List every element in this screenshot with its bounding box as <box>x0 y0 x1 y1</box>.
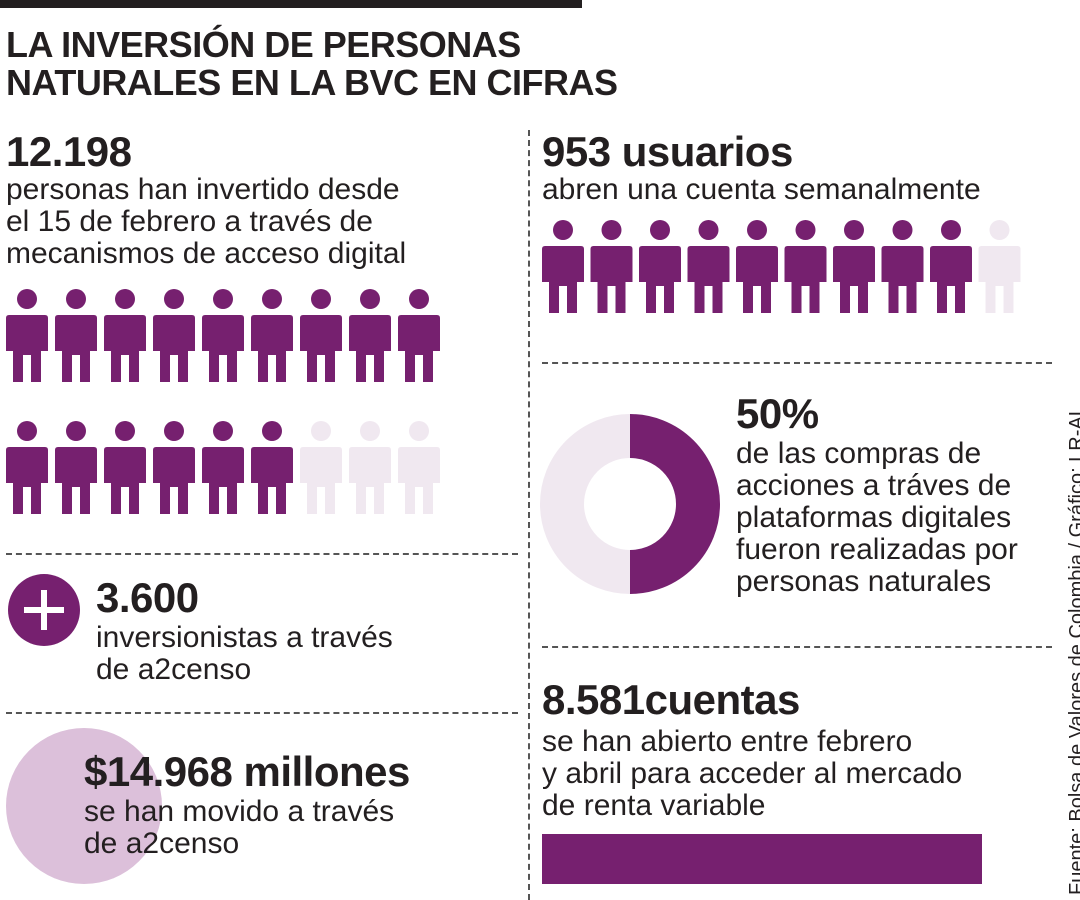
person-icon <box>833 220 875 313</box>
stat-usuarios-value: 953 usuarios <box>542 128 793 175</box>
desc-line: personas han invertido desde <box>6 173 400 206</box>
person-icon <box>784 220 827 313</box>
desc-line: se han movido a través <box>84 795 395 828</box>
stat-inversionistas-desc: inversionistas a través de a2censo <box>96 622 393 686</box>
person-icon <box>55 289 97 382</box>
person-icon <box>300 289 342 382</box>
person-icon <box>251 421 293 514</box>
person-icon <box>153 421 195 514</box>
section-divider <box>6 553 518 555</box>
person-icon <box>736 220 778 313</box>
stat-personas-value: 12.198 <box>6 128 132 175</box>
title-rule <box>0 0 582 8</box>
stat-compras-desc: de las compras de acciones a tráves de p… <box>736 438 1018 598</box>
bar-chart-cuentas <box>542 834 982 884</box>
title-line-1: LA INVERSIÓN DE PERSONAS <box>6 24 521 65</box>
desc-line: acciones a tráves de <box>736 469 1012 502</box>
donut-chart <box>540 414 720 594</box>
stat-cuentas-desc: se han abierto entre febrero y abril par… <box>542 726 962 822</box>
source-credit: Fuente: Bolsa de Valores de Colombia / G… <box>1066 405 1080 895</box>
person-icon <box>349 421 391 514</box>
person-icon <box>6 421 48 514</box>
desc-line: de a2censo <box>84 827 240 860</box>
person-icon <box>639 220 681 313</box>
person-icon <box>398 421 440 514</box>
desc-line: fueron realizadas por <box>736 533 1018 566</box>
desc-line: mecanismos de acceso digital <box>6 237 407 270</box>
person-icon <box>153 289 195 382</box>
person-icon <box>6 289 48 382</box>
section-divider <box>6 712 518 714</box>
desc-line: de a2censo <box>96 653 252 686</box>
person-icon <box>978 220 1021 313</box>
desc-line: personas naturales <box>736 565 992 598</box>
person-icon <box>349 289 391 382</box>
person-icon <box>930 220 972 313</box>
desc-line: se han abierto entre febrero <box>542 725 913 758</box>
donut-slice <box>629 414 720 594</box>
pictogram-usuarios <box>542 220 1021 313</box>
desc-line: plataformas digitales <box>736 501 1012 534</box>
desc-line: de las compras de <box>736 437 982 470</box>
page-title: LA INVERSIÓN DE PERSONAS NATURALES EN LA… <box>6 26 618 102</box>
person-icon <box>202 289 244 382</box>
desc-line: el 15 de febrero a través de <box>6 205 373 238</box>
person-icon <box>542 220 584 313</box>
stat-compras-value: 50% <box>736 390 819 437</box>
person-icon <box>590 220 633 313</box>
stat-inversionistas-value: 3.600 <box>96 574 199 621</box>
stat-usuarios-desc: abren una cuenta semanalmente <box>542 174 981 206</box>
person-icon <box>251 289 293 382</box>
title-line-2: NATURALES EN LA BVC EN CIFRAS <box>6 62 618 103</box>
bubble-shape <box>6 728 162 884</box>
section-divider <box>542 646 1052 648</box>
bar <box>542 834 982 884</box>
desc-line: abren una cuenta semanalmente <box>542 173 981 206</box>
donut-slice <box>540 414 631 594</box>
desc-line: de renta variable <box>542 789 766 822</box>
person-icon <box>687 220 730 313</box>
person-icon <box>104 289 146 382</box>
stat-millones-value: $14.968 millones <box>84 748 410 795</box>
desc-line: y abril para acceder al mercado <box>542 757 963 790</box>
pictogram-personas <box>6 289 440 514</box>
column-divider <box>528 130 530 900</box>
stat-personas-desc: personas han invertido desde el 15 de fe… <box>6 174 406 270</box>
person-icon <box>202 421 244 514</box>
person-icon <box>881 220 924 313</box>
person-icon <box>300 421 342 514</box>
section-divider <box>542 362 1052 364</box>
stat-millones-desc: se han movido a través de a2censo <box>84 796 394 860</box>
person-icon <box>104 421 146 514</box>
person-icon <box>398 289 440 382</box>
person-icon <box>55 421 97 514</box>
desc-line: inversionistas a través <box>96 621 393 654</box>
stat-cuentas-value: 8.581cuentas <box>542 676 800 723</box>
plus-icon <box>8 574 80 646</box>
